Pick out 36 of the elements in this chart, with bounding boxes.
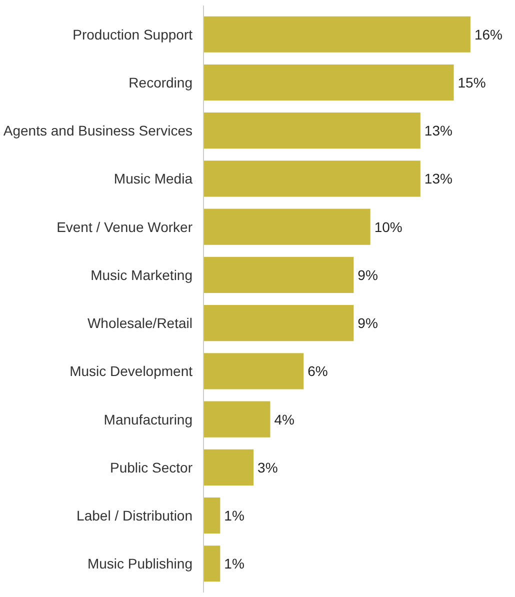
data-label: 4%: [274, 411, 294, 428]
bar: [204, 401, 270, 438]
bar: [204, 160, 420, 197]
y-tick-label: Manufacturing: [104, 411, 192, 428]
y-tick-label: Music Media: [114, 170, 193, 187]
y-tick-label: Wholesale/Retail: [87, 315, 193, 332]
bar: [204, 353, 304, 390]
data-label: 9%: [358, 315, 378, 332]
y-tick-label: Music Marketing: [90, 266, 193, 283]
data-label: 6%: [308, 363, 328, 380]
data-label: 13%: [424, 170, 452, 187]
data-label: 1%: [224, 508, 244, 524]
bar: [204, 546, 220, 582]
y-tick-label: Production Support: [72, 26, 193, 42]
bar: [204, 305, 354, 342]
bar: [204, 449, 254, 486]
y-tick-label: Music Publishing: [87, 556, 193, 572]
y-tick-label: Agents and Business Services: [3, 122, 193, 139]
bar: [204, 16, 470, 52]
y-tick-label: Recording: [128, 74, 193, 90]
data-label: 10%: [374, 218, 402, 235]
bar: [204, 208, 370, 245]
data-label: 16%: [474, 26, 502, 42]
bar: [204, 256, 354, 293]
bar: [204, 497, 220, 534]
data-label: 1%: [224, 556, 244, 572]
y-tick-label: Event / Venue Worker: [56, 218, 193, 235]
data-label: 3%: [258, 459, 278, 476]
data-label: 13%: [424, 122, 452, 139]
bar: [204, 112, 420, 149]
data-label: 9%: [358, 266, 378, 283]
y-tick-label: Label / Distribution: [76, 508, 192, 524]
y-tick-label: Music Development: [70, 363, 193, 380]
data-label: 15%: [458, 74, 486, 90]
y-tick-label: Public Sector: [110, 459, 193, 476]
bar: [204, 64, 454, 101]
